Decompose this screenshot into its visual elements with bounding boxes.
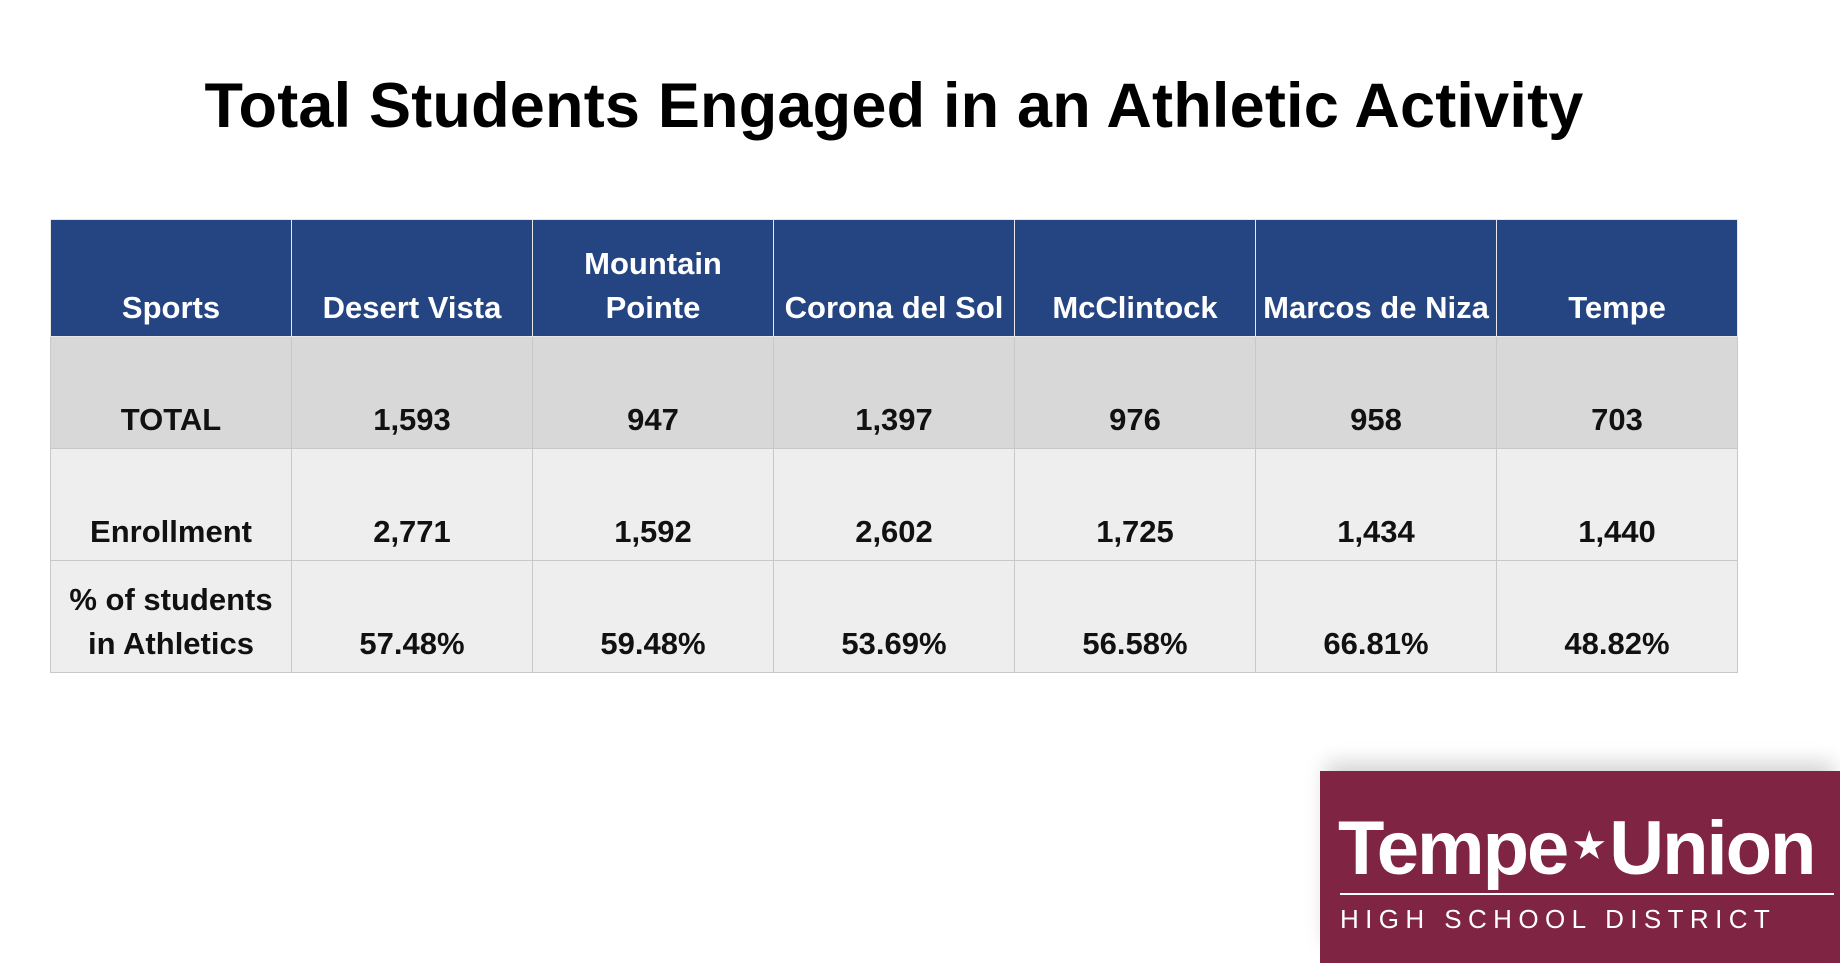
slide-title: Total Students Engaged in an Athletic Ac… xyxy=(204,71,1584,141)
table-row-total: TOTAL 1,593 947 1,397 976 958 703 xyxy=(50,336,1738,449)
table-cell: 66.81% xyxy=(1255,560,1497,673)
logo-name-right: Union xyxy=(1609,806,1816,891)
table-row-percent: % of students in Athletics 57.48% 59.48%… xyxy=(50,560,1738,673)
table-cell: 57.48% xyxy=(291,560,533,673)
table-cell: 958 xyxy=(1255,336,1497,449)
row-label-percent: % of students in Athletics xyxy=(50,560,292,673)
table-cell: 53.69% xyxy=(773,560,1015,673)
column-header-sports: Sports xyxy=(50,219,292,337)
column-header-mountain-pointe: Mountain Pointe xyxy=(532,219,774,337)
table-cell: 1,397 xyxy=(773,336,1015,449)
table-row-enrollment: Enrollment 2,771 1,592 2,602 1,725 1,434… xyxy=(50,448,1738,561)
table-cell: 2,771 xyxy=(291,448,533,561)
row-label-enrollment: Enrollment xyxy=(50,448,292,561)
table-cell: 59.48% xyxy=(532,560,774,673)
logo-wordmark: Tempe ★Union xyxy=(1338,809,1838,894)
table-cell: 1,592 xyxy=(532,448,774,561)
table-cell: 56.58% xyxy=(1014,560,1256,673)
column-header-desert-vista: Desert Vista xyxy=(291,219,533,337)
column-header-marcos-de-niza: Marcos de Niza xyxy=(1255,219,1497,337)
table-header-row: Sports Desert Vista Mountain Pointe Coro… xyxy=(50,219,1738,337)
column-header-corona-del-sol: Corona del Sol xyxy=(773,219,1015,337)
logo-name-left: Tempe xyxy=(1338,806,1569,891)
district-logo: Tempe ★Union HIGH SCHOOL DISTRICT xyxy=(1320,771,1840,963)
logo-subtitle: HIGH SCHOOL DISTRICT xyxy=(1340,904,1777,934)
row-label-total: TOTAL xyxy=(50,336,292,449)
athletics-table: Sports Desert Vista Mountain Pointe Coro… xyxy=(50,219,1738,673)
logo-divider xyxy=(1340,893,1834,895)
column-header-mcclintock: McClintock xyxy=(1014,219,1256,337)
table-cell: 1,434 xyxy=(1255,448,1497,561)
table-cell: 976 xyxy=(1014,336,1256,449)
table-cell: 1,593 xyxy=(291,336,533,449)
star-icon: ★ xyxy=(1571,823,1607,868)
table-cell: 48.82% xyxy=(1496,560,1738,673)
column-header-tempe: Tempe xyxy=(1496,219,1738,337)
table-cell: 703 xyxy=(1496,336,1738,449)
table-cell: 2,602 xyxy=(773,448,1015,561)
table-cell: 1,440 xyxy=(1496,448,1738,561)
table-cell: 1,725 xyxy=(1014,448,1256,561)
table-cell: 947 xyxy=(532,336,774,449)
